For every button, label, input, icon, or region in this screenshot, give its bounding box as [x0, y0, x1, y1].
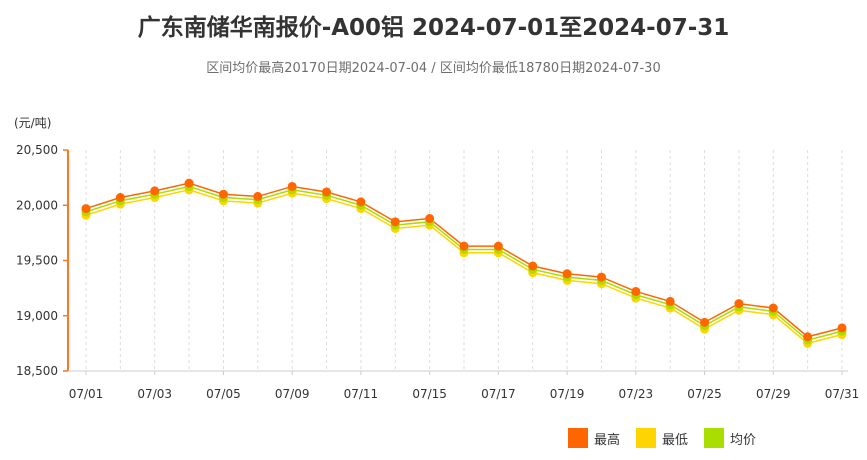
- x-tick-label: 07/29: [756, 387, 791, 401]
- y-tick-label: 18,500: [16, 364, 58, 378]
- legend-swatch-avg: [704, 428, 725, 448]
- x-tick-label: 07/03: [137, 387, 172, 401]
- data-point-0: [390, 217, 400, 227]
- legend-item-low[interactable]: 最低: [636, 428, 688, 448]
- legend-label-high: 最高: [594, 432, 621, 448]
- x-tick-label: 07/25: [687, 387, 722, 401]
- x-tick-label: 07/19: [550, 387, 585, 401]
- chart-subtitle: 区间均价最高20170日期2024-07-04 / 区间均价最低18780日期2…: [206, 61, 661, 76]
- x-tick-label: 07/09: [275, 387, 310, 401]
- y-tick-label: 20,500: [16, 143, 58, 157]
- series-line-2: [85, 185, 843, 341]
- data-point-0: [528, 261, 538, 271]
- data-point-0: [253, 191, 263, 201]
- data-point-0: [665, 296, 675, 306]
- data-point-0: [184, 178, 194, 188]
- legend-swatch-high: [568, 428, 588, 448]
- data-point-0: [218, 189, 228, 199]
- x-tick-label: 07/05: [206, 387, 241, 401]
- data-point-0: [356, 197, 366, 207]
- data-point-0: [768, 303, 778, 313]
- x-tick-label: 07/17: [481, 387, 516, 401]
- data-point-0: [700, 317, 710, 327]
- y-tick-label: 19,500: [16, 254, 58, 268]
- data-point-0: [150, 186, 160, 196]
- x-tick-label: 07/15: [412, 387, 447, 401]
- y-tick-label: 19,000: [16, 309, 58, 323]
- data-point-0: [425, 214, 435, 224]
- x-tick-label: 07/23: [619, 387, 654, 401]
- chart-legend: 最高 最低 均价: [568, 428, 772, 448]
- x-tick-label: 07/01: [69, 387, 104, 401]
- legend-item-high[interactable]: 最高: [568, 428, 620, 448]
- legend-label-avg: 均价: [730, 432, 757, 448]
- x-tick-label: 07/31: [825, 387, 860, 401]
- data-point-0: [459, 241, 469, 251]
- chart-title: 广东南储华南报价-A00铝 2024-07-01至2024-07-31: [137, 15, 730, 41]
- data-point-0: [322, 187, 332, 197]
- legend-item-avg[interactable]: 均价: [704, 428, 756, 448]
- data-point-0: [734, 299, 744, 309]
- y-tick-label: 20,000: [16, 198, 58, 212]
- data-point-0: [803, 332, 813, 342]
- data-point-0: [596, 272, 606, 282]
- data-point-0: [81, 204, 91, 214]
- legend-swatch-low: [636, 428, 657, 448]
- data-point-0: [562, 269, 572, 279]
- data-point-0: [287, 181, 297, 191]
- data-point-0: [837, 323, 847, 333]
- legend-label-low: 最低: [662, 432, 689, 448]
- x-tick-label: 07/11: [344, 387, 379, 401]
- data-point-0: [493, 241, 503, 251]
- y-axis-label: (元/吨): [14, 116, 51, 130]
- data-point-0: [631, 286, 641, 296]
- data-point-0: [115, 193, 125, 203]
